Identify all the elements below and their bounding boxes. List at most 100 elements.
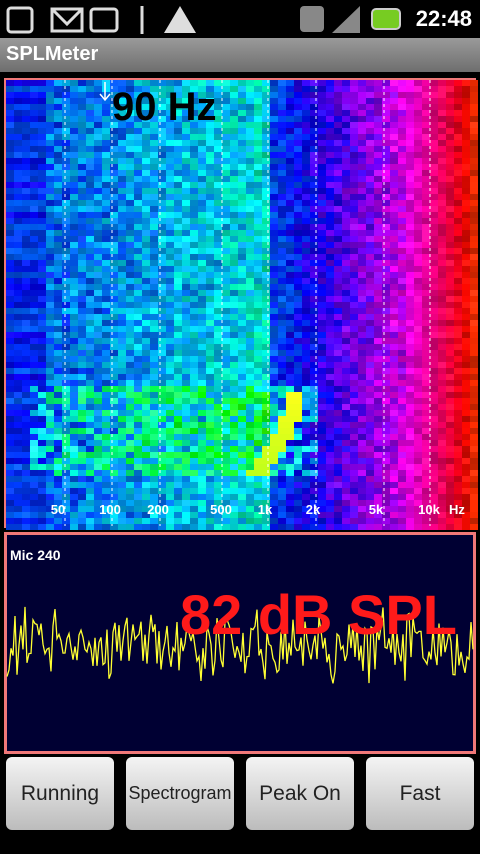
- spectrogram-cell: [118, 320, 126, 326]
- spectrogram-cell: [286, 422, 294, 428]
- spectrogram-cell: [46, 182, 54, 188]
- spectrogram-cell: [214, 434, 222, 440]
- spectrogram-cell: [254, 368, 262, 374]
- spectrogram-cell: [166, 392, 174, 398]
- spectrogram-cell: [342, 410, 350, 416]
- spectrogram-cell: [214, 284, 222, 290]
- spectrogram-cell: [86, 128, 94, 134]
- spectrogram-cell: [38, 410, 46, 416]
- spectrogram-cell: [326, 260, 334, 266]
- spectrogram-cell: [318, 212, 326, 218]
- spectrogram-cell: [142, 446, 150, 452]
- spectrogram-cell: [102, 110, 110, 116]
- spectrogram-cell: [134, 152, 142, 158]
- spectrogram-cell: [134, 188, 142, 194]
- spectrogram-cell: [438, 128, 446, 134]
- spectrogram-cell: [6, 218, 14, 224]
- spectrogram-cell: [366, 242, 374, 248]
- spectrogram-cell: [422, 434, 430, 440]
- spectrogram-cell: [222, 398, 230, 404]
- spectrogram-cell: [142, 320, 150, 326]
- spectrogram-cell: [390, 230, 398, 236]
- running-button[interactable]: Running: [6, 757, 114, 830]
- spectrogram-cell: [430, 326, 438, 332]
- spectrogram-cell: [454, 428, 462, 434]
- spectrogram-cell: [374, 158, 382, 164]
- spectrogram-cell: [278, 146, 286, 152]
- spectrogram-cell: [462, 170, 470, 176]
- spectrogram-cell: [358, 356, 366, 362]
- spectrogram-cell: [414, 206, 422, 212]
- spectrogram-cell: [334, 506, 342, 512]
- spectrogram-cell: [382, 206, 390, 212]
- spectrogram-cell: [70, 164, 78, 170]
- spectrogram-cell: [134, 98, 142, 104]
- spectrogram-cell: [62, 488, 70, 494]
- spectrogram-cell: [406, 446, 414, 452]
- spectrogram-cell: [182, 116, 190, 122]
- spectrogram-cell: [302, 170, 310, 176]
- spectrogram-cell: [126, 98, 134, 104]
- spectrogram-cell: [70, 188, 78, 194]
- spectrogram-cell: [390, 308, 398, 314]
- spectrogram-cell: [366, 80, 374, 86]
- spectrogram-cell: [118, 254, 126, 260]
- spectrogram-cell: [302, 92, 310, 98]
- spectrogram-cell: [366, 152, 374, 158]
- spectrogram-cell: [150, 416, 158, 422]
- spectrogram-cell: [14, 398, 22, 404]
- spectrogram-cell: [302, 518, 310, 524]
- spectrogram-cell: [158, 374, 166, 380]
- spectrogram-cell: [94, 296, 102, 302]
- spectrogram-cell: [422, 236, 430, 242]
- spectrogram-cell: [38, 254, 46, 260]
- spectrogram-cell: [78, 236, 86, 242]
- spectrogram-cell: [158, 146, 166, 152]
- spectrogram-cell: [110, 158, 118, 164]
- spectrogram-cell: [406, 260, 414, 266]
- spectrogram-button[interactable]: Spectrogram: [126, 757, 234, 830]
- spectrogram-cell: [358, 92, 366, 98]
- spectrogram-cell: [126, 260, 134, 266]
- spectrogram-cell: [398, 386, 406, 392]
- spectrogram-cell: [334, 158, 342, 164]
- spectrogram-cell: [174, 302, 182, 308]
- spectrogram-cell: [182, 344, 190, 350]
- spectrogram-cell: [22, 374, 30, 380]
- spectrogram-cell: [326, 212, 334, 218]
- spectrogram-cell: [214, 440, 222, 446]
- icon: [6, 6, 34, 34]
- spectrogram-cell: [326, 206, 334, 212]
- spectrogram-cell: [374, 380, 382, 386]
- spectrogram-cell: [198, 206, 206, 212]
- spectrogram-cell: [222, 320, 230, 326]
- spectrogram-cell: [142, 146, 150, 152]
- spectrogram-cell: [86, 260, 94, 266]
- spectrogram-cell: [62, 344, 70, 350]
- spectrogram-cell: [238, 302, 246, 308]
- spectrogram-cell: [214, 380, 222, 386]
- spectrogram-cell: [46, 278, 54, 284]
- spectrogram-cell: [150, 254, 158, 260]
- spectrogram-cell: [30, 350, 38, 356]
- spectrogram-cell: [350, 86, 358, 92]
- spectrogram-cell: [70, 242, 78, 248]
- spectrogram-cell: [70, 494, 78, 500]
- spectrogram-cell: [358, 296, 366, 302]
- spectrogram-cell: [294, 500, 302, 506]
- peak-button[interactable]: Peak On: [246, 757, 354, 830]
- spectrogram-cell: [94, 224, 102, 230]
- speed-button[interactable]: Fast: [366, 757, 474, 830]
- spectrogram-cell: [294, 110, 302, 116]
- spectrogram-cell: [334, 380, 342, 386]
- spectrogram-cell: [54, 470, 62, 476]
- spectrogram-cell: [222, 110, 230, 116]
- spectrogram-cell: [166, 146, 174, 152]
- spectrogram-cell: [134, 506, 142, 512]
- spectrogram-cell: [102, 80, 110, 86]
- spectrogram-cell: [206, 494, 214, 500]
- spectrogram-cell: [182, 242, 190, 248]
- spectrogram-cell: [14, 464, 22, 470]
- spectrogram-cell: [302, 290, 310, 296]
- spectrogram-cell: [62, 122, 70, 128]
